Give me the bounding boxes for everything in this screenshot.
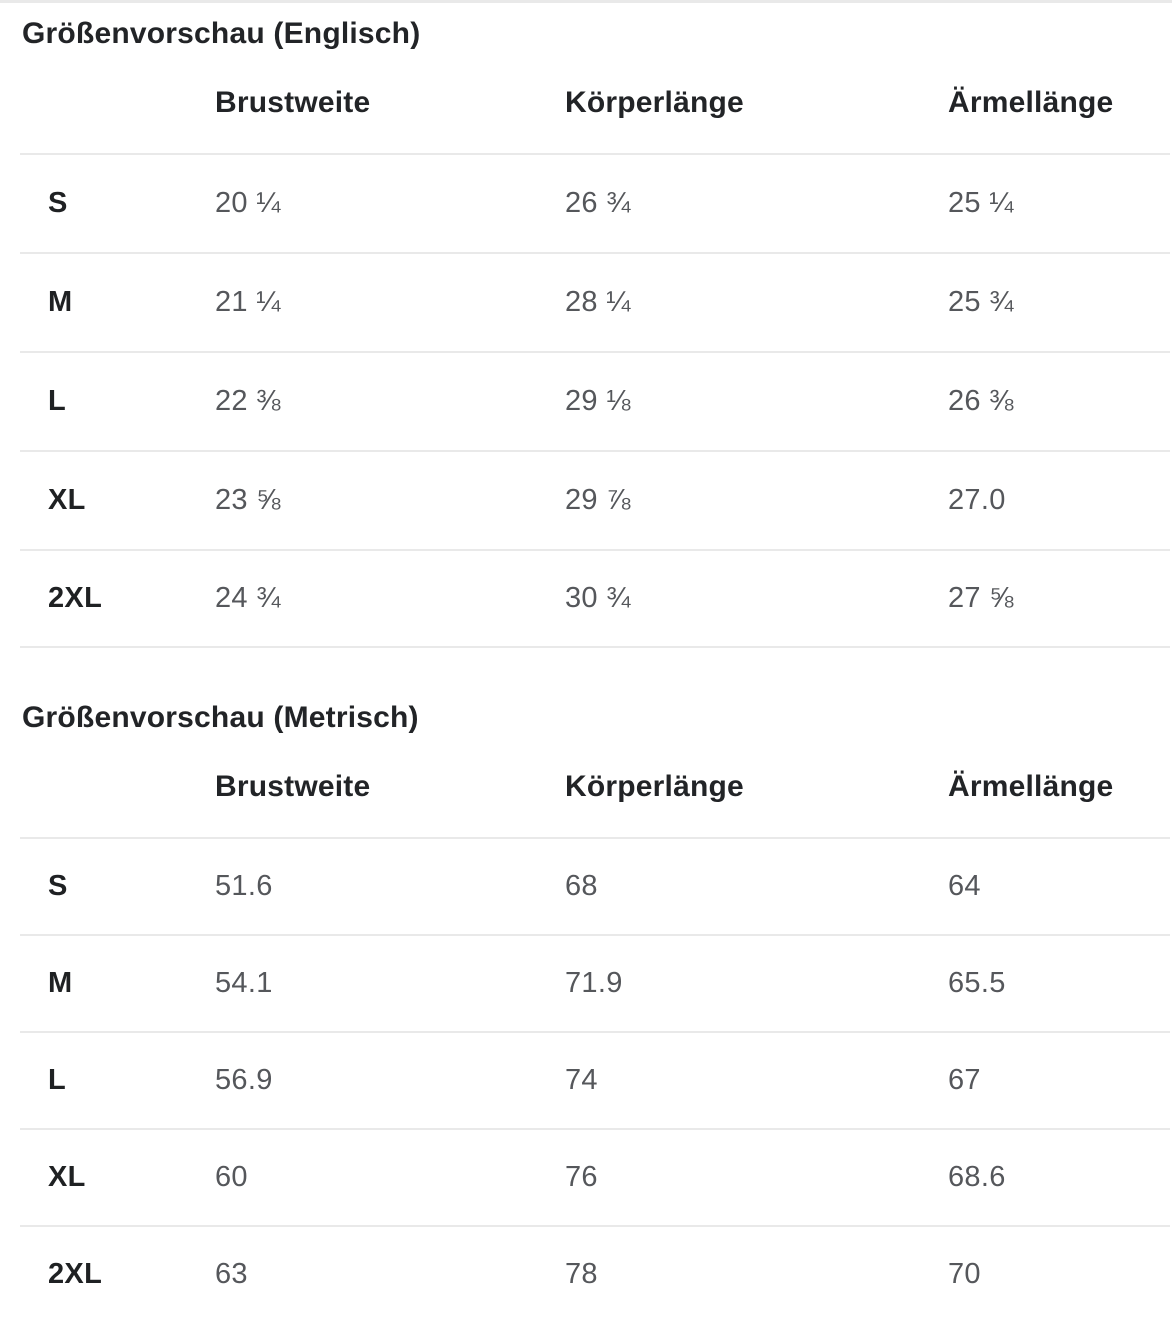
chest-width-value: 51.6 xyxy=(215,870,273,902)
chest-width-value: 60 xyxy=(215,1161,248,1193)
chest-width-value: 21 ¼ xyxy=(215,286,281,318)
table-row-l: L 56.9 74 67 xyxy=(20,1031,1170,1128)
sleeve-length-value: 27 ⅝ xyxy=(948,582,1014,614)
size-label: M xyxy=(48,967,73,999)
chest-width-value: 63 xyxy=(215,1258,248,1290)
size-table-english: Brustweite Körperlänge Ärmellänge S 20 ¼… xyxy=(0,52,1172,648)
sleeve-length-value: 67 xyxy=(948,1064,981,1096)
table-row-xl: XL 23 ⅝ 29 ⅞ 27.0 xyxy=(20,450,1170,549)
column-header-sleeve-length: Ärmellänge xyxy=(948,85,1114,119)
sleeve-length-value: 27.0 xyxy=(948,484,1006,516)
body-length-value: 68 xyxy=(565,870,598,902)
sleeve-length-value: 26 ⅜ xyxy=(948,385,1014,417)
chest-width-value: 22 ⅜ xyxy=(215,385,281,417)
size-label: XL xyxy=(48,484,86,516)
table-row-s: S 51.6 68 64 xyxy=(20,837,1170,934)
chest-width-value: 24 ¾ xyxy=(215,582,281,614)
sleeve-length-value: 25 ¾ xyxy=(948,286,1014,318)
table-row-l: L 22 ⅜ 29 ⅛ 26 ⅜ xyxy=(20,351,1170,450)
table-row-2xl: 2XL 63 78 70 xyxy=(20,1225,1170,1322)
sleeve-length-value: 70 xyxy=(948,1258,981,1290)
size-label: XL xyxy=(48,1161,86,1193)
body-length-value: 71.9 xyxy=(565,967,623,999)
table-row-2xl: 2XL 24 ¾ 30 ¾ 27 ⅝ xyxy=(20,549,1170,648)
table-row-xl: XL 60 76 68.6 xyxy=(20,1128,1170,1225)
body-length-value: 74 xyxy=(565,1064,598,1096)
body-length-value: 76 xyxy=(565,1161,598,1193)
body-length-value: 30 ¾ xyxy=(565,582,631,614)
sleeve-length-value: 25 ¼ xyxy=(948,187,1014,219)
size-table-metric: Brustweite Körperlänge Ärmellänge S 51.6… xyxy=(0,736,1172,1322)
chest-width-value: 56.9 xyxy=(215,1064,273,1096)
sleeve-length-value: 65.5 xyxy=(948,967,1006,999)
column-header-body-length: Körperlänge xyxy=(565,769,744,803)
column-header-sleeve-length: Ärmellänge xyxy=(948,769,1114,803)
table-row-s: S 20 ¼ 26 ¾ 25 ¼ xyxy=(20,153,1170,252)
sleeve-length-value: 68.6 xyxy=(948,1161,1006,1193)
body-length-value: 78 xyxy=(565,1258,598,1290)
body-length-value: 28 ¼ xyxy=(565,286,631,318)
size-label: S xyxy=(48,870,68,902)
size-label: 2XL xyxy=(48,582,103,614)
size-label: 2XL xyxy=(48,1258,103,1290)
table-header-row: Brustweite Körperlänge Ärmellänge xyxy=(20,52,1170,153)
size-label: M xyxy=(48,286,73,318)
column-header-chest-width: Brustweite xyxy=(215,85,371,119)
table-row-m: M 54.1 71.9 65.5 xyxy=(20,934,1170,1031)
size-label: L xyxy=(48,385,67,417)
chest-width-value: 23 ⅝ xyxy=(215,484,281,516)
table-header-row: Brustweite Körperlänge Ärmellänge xyxy=(20,736,1170,837)
chest-width-value: 20 ¼ xyxy=(215,187,281,219)
body-length-value: 26 ¾ xyxy=(565,187,631,219)
table-row-m: M 21 ¼ 28 ¼ 25 ¾ xyxy=(20,252,1170,351)
sleeve-length-value: 64 xyxy=(948,870,981,902)
chest-width-value: 54.1 xyxy=(215,967,273,999)
section-title-metric: Größenvorschau (Metrisch) xyxy=(22,701,419,734)
size-label: L xyxy=(48,1064,67,1096)
column-header-chest-width: Brustweite xyxy=(215,769,371,803)
section-title-english: Größenvorschau (Englisch) xyxy=(22,17,421,50)
column-header-body-length: Körperlänge xyxy=(565,85,744,119)
body-length-value: 29 ⅛ xyxy=(565,385,631,417)
body-length-value: 29 ⅞ xyxy=(565,484,631,516)
size-label: S xyxy=(48,187,68,219)
